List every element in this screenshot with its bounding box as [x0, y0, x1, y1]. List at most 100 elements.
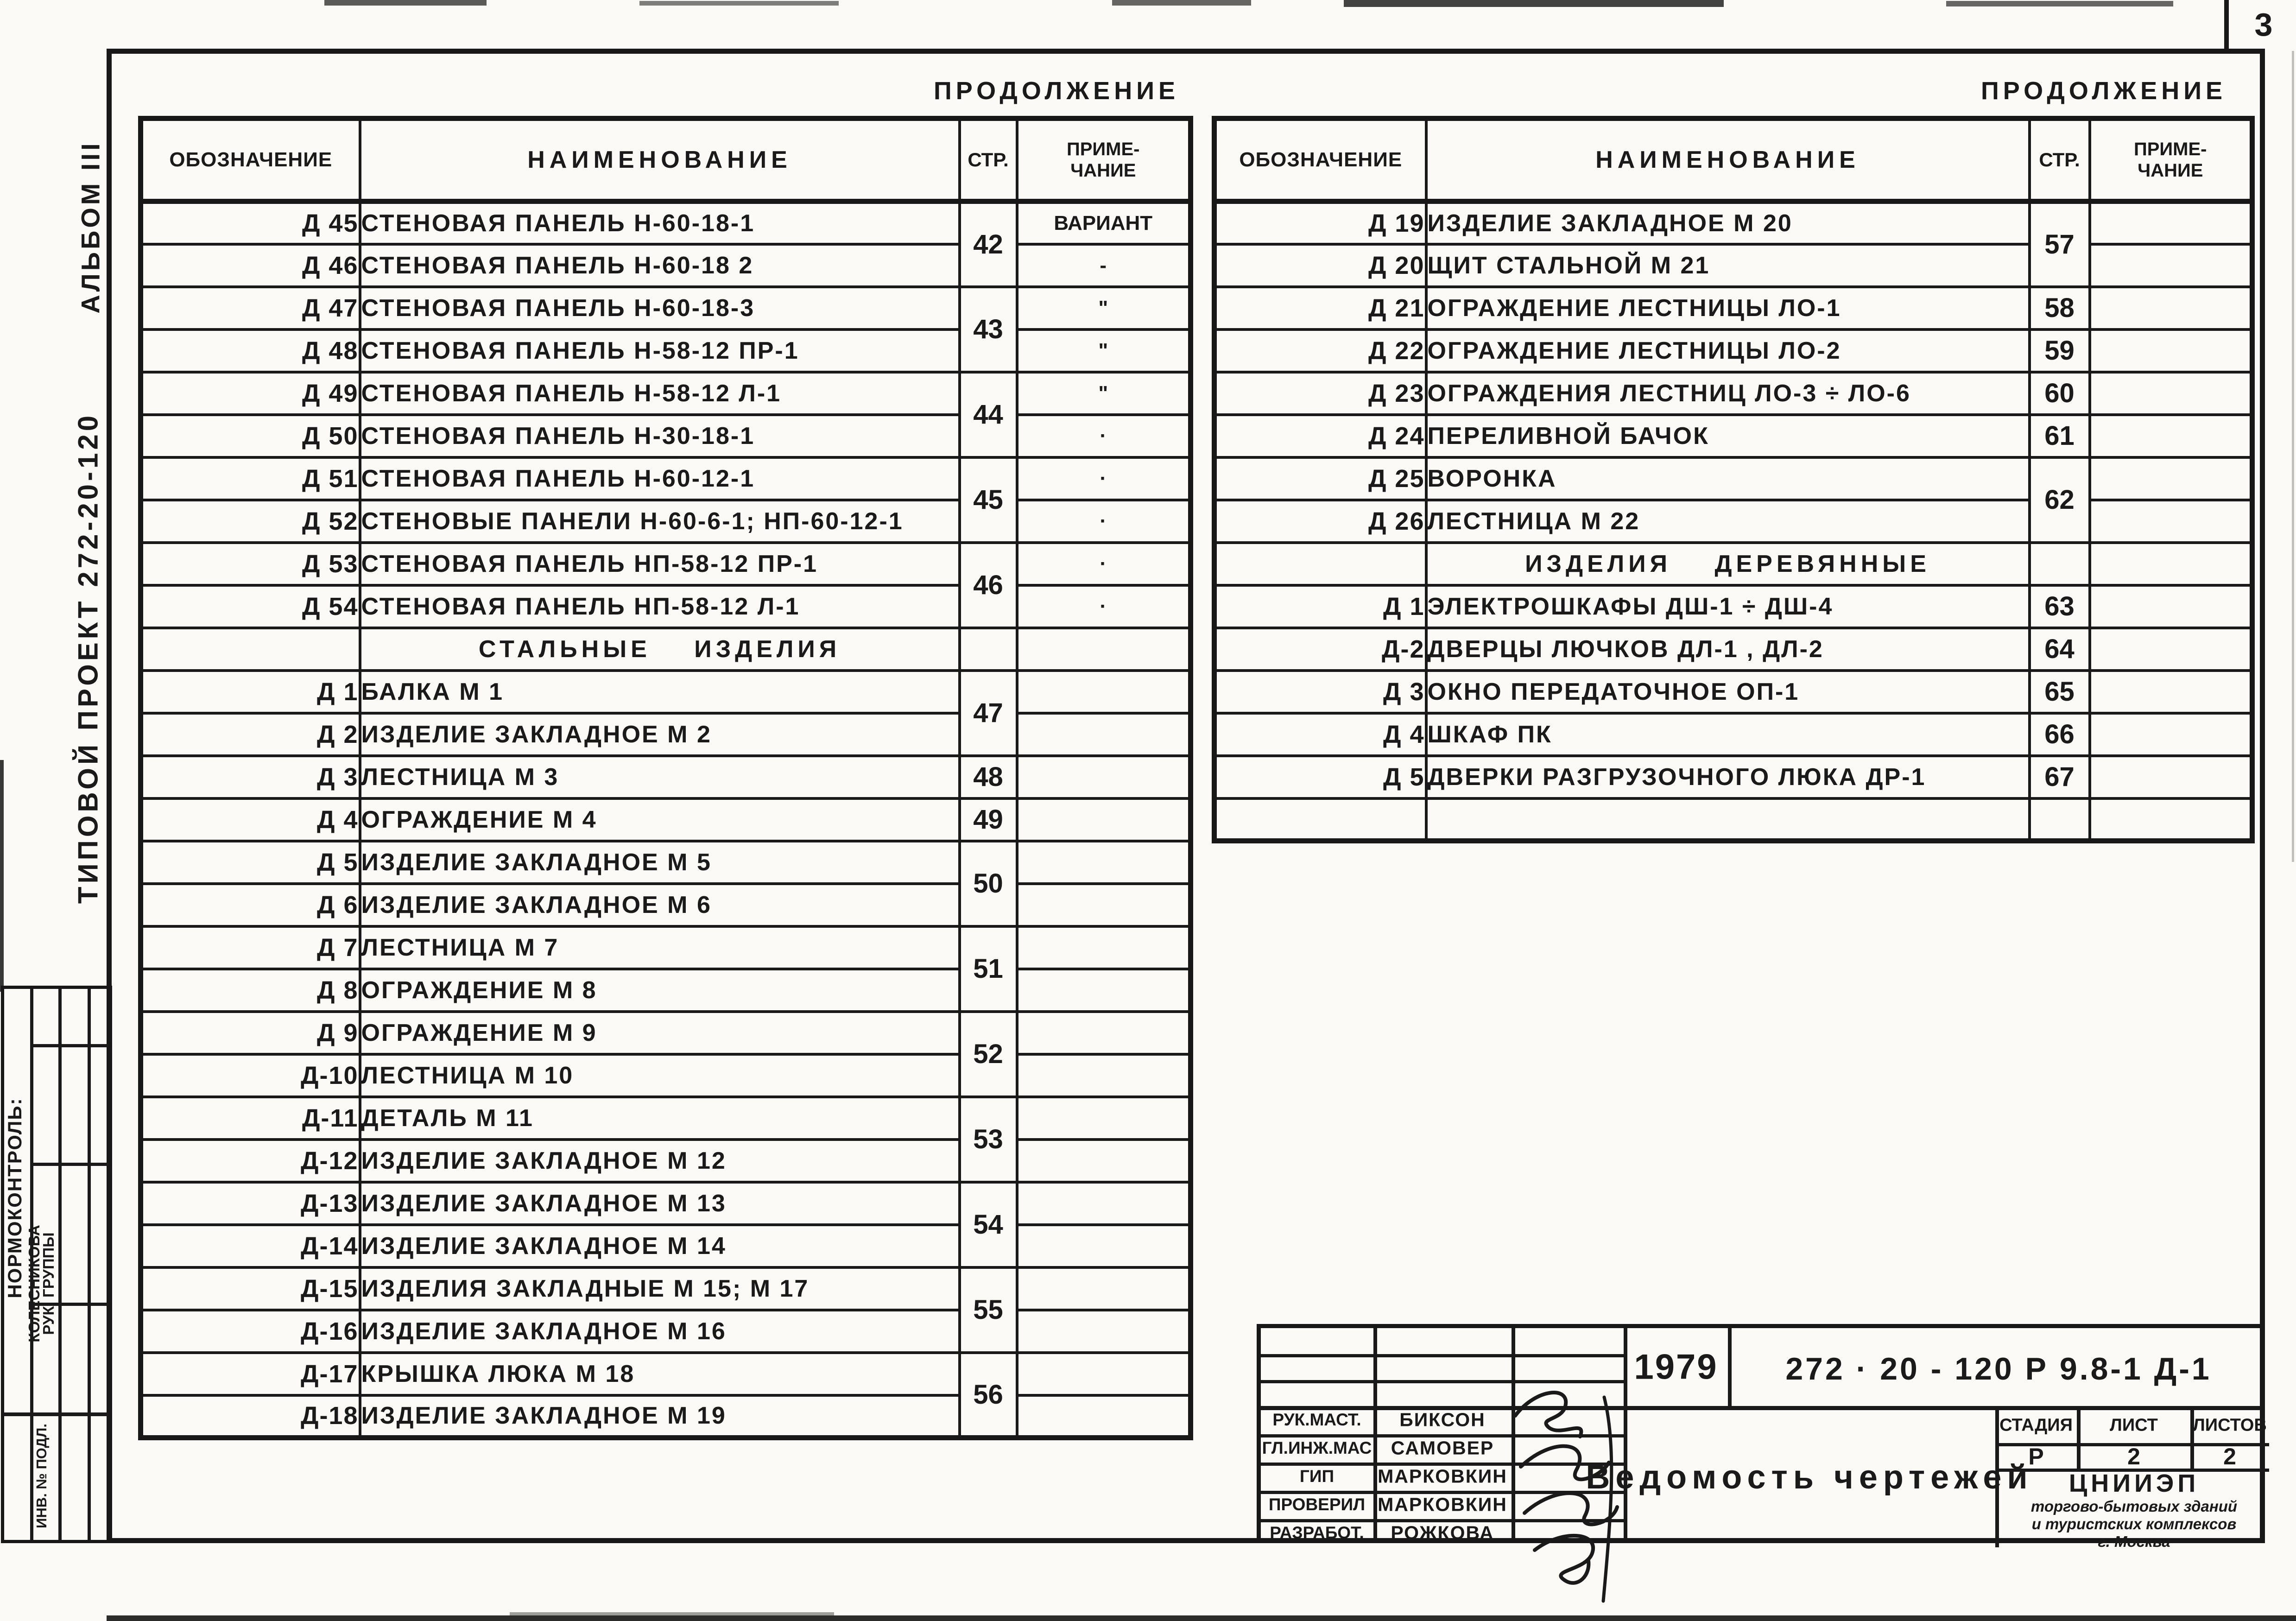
- name-cell: ОГРАЖДЕНИЯ ЛЕСТНИЦ ЛО-3 ÷ ЛО-6: [1424, 370, 2031, 416]
- drawing-frame: [107, 49, 2265, 1543]
- table-row: Д-17 КРЫШКА ЛЮКА М 18 56: [139, 1351, 1192, 1439]
- note-cell: [2088, 541, 2254, 587]
- scan-artifact: [324, 0, 487, 6]
- name-cell: ПЕРЕЛИВНОЙ БАЧОК: [1424, 413, 2031, 459]
- name-cell: СТЕНОВАЯ ПАНЕЛЬ Н-60-18 2: [358, 242, 961, 288]
- note-cell: [1015, 882, 1192, 928]
- table-row: Д 4 ШКАФ ПК 66: [1213, 711, 2254, 757]
- scan-artifact: [639, 1, 839, 6]
- designation-cell: Д 1: [1213, 583, 1428, 629]
- page-cell: 64: [2028, 626, 2091, 672]
- page-cell: [2028, 797, 2091, 842]
- note-cell: [1015, 669, 1192, 715]
- note-cell: [1015, 1351, 1192, 1397]
- designation-cell: Д 21: [1213, 285, 1428, 331]
- page-cell: 57: [2028, 200, 2091, 288]
- scan-artifact: [2292, 51, 2294, 862]
- name-cell: ИЗДЕЛИЕ ЗАКЛАДНОЕ М 16: [358, 1308, 961, 1354]
- page-cell: 44: [958, 370, 1018, 459]
- designation-cell: Д 24: [1213, 413, 1428, 459]
- note-cell: [2088, 498, 2254, 544]
- page-cell: [958, 626, 1018, 672]
- table-row: Д-11 ДЕТАЛЬ М 11 53: [139, 1095, 1192, 1184]
- designation-cell: Д 3: [139, 754, 361, 800]
- designation-cell: [1213, 541, 1428, 587]
- name-cell: ОГРАЖДЕНИЕ ЛЕСТНИЦЫ ЛО-2: [1424, 328, 2031, 374]
- role-label: ПРОВЕРИЛ: [1268, 1495, 1366, 1514]
- section-title-cell: СТАЛЬНЫЕ ИЗДЕЛИЯ: [358, 626, 961, 672]
- name-cell: ЛЕСТНИЦА М 22: [1424, 498, 2031, 544]
- note-column-header: ПРИМЕ- ЧАНИЕ: [1015, 117, 1192, 204]
- designation-cell: Д 51: [139, 456, 361, 501]
- role-label: РАЗРАБОТ.: [1270, 1523, 1364, 1542]
- name-cell: ИЗДЕЛИЕ ЗАКЛАДНОЕ М 13: [358, 1180, 961, 1226]
- designation-column-header: ОБОЗНАЧЕНИЕ: [139, 117, 361, 204]
- designation-cell: Д 54: [139, 583, 361, 629]
- page-column-header: СТР.: [2028, 117, 2091, 204]
- note-cell: [2088, 797, 2254, 842]
- note-cell: [2088, 285, 2254, 331]
- scan-artifact: [0, 760, 4, 992]
- designation-cell: Д 2: [139, 711, 361, 757]
- table-row: Д 6 ИЗДЕЛИЕ ЗАКЛАДНОЕ М 6: [139, 882, 1192, 928]
- note-cell: ": [1015, 285, 1192, 331]
- group-lead-name-label: КОЛЕСНИКОВА: [25, 1225, 43, 1342]
- note-cell: [1015, 1393, 1192, 1439]
- org-name: ЦНИИЭП: [2068, 1469, 2200, 1497]
- sheet-label: ЛИСТ: [2110, 1415, 2158, 1435]
- page-number-box: 3: [2224, 0, 2296, 49]
- scan-artifact: [107, 1615, 2296, 1621]
- designation-cell: Д-18: [139, 1393, 361, 1439]
- table-row: Д 19 ИЗДЕЛИЕ ЗАКЛАДНОЕ М 20 57: [1213, 200, 2254, 288]
- titleblock-doc-number: 272 · 20 - 120 Р 9.8-1 Д-1: [1785, 1351, 2212, 1387]
- section-row: ИЗДЕЛИЯ ДЕРЕВЯННЫЕ: [1213, 541, 2254, 587]
- table-row: Д 26 ЛЕСТНИЦА М 22: [1213, 498, 2254, 544]
- name-cell: ОГРАЖДЕНИЕ М 9: [358, 1010, 961, 1056]
- sheet-value: 2: [2127, 1444, 2140, 1469]
- signatures: [1513, 1391, 1619, 1603]
- table-row: Д 1 ЭЛЕКТРОШКАФЫ ДШ-1 ÷ ДШ-4 63: [1213, 583, 2254, 629]
- name-cell: ЭЛЕКТРОШКАФЫ ДШ-1 ÷ ДШ-4: [1424, 583, 2031, 629]
- note-cell: [2088, 413, 2254, 459]
- designation-cell: Д 50: [139, 413, 361, 459]
- role-label: ГЛ.ИНЖ.МАС: [1262, 1438, 1372, 1457]
- page-cell: 61: [2028, 413, 2091, 459]
- inventory-number-label: ИНВ. № ПОДЛ.: [33, 1424, 50, 1528]
- designation-cell: Д 6: [139, 882, 361, 928]
- table-row: Д 3 ЛЕСТНИЦА М 3 48: [139, 754, 1192, 800]
- name-cell: ОКНО ПЕРЕДАТОЧНОЕ ОП-1: [1424, 669, 2031, 715]
- designation-cell: Д 25: [1213, 456, 1428, 501]
- page-cell: 53: [958, 1095, 1018, 1184]
- note-cell: [2088, 669, 2254, 715]
- note-cell: [1015, 754, 1192, 800]
- name-cell: СТЕНОВАЯ ПАНЕЛЬ Н-58-12 ПР-1: [358, 328, 961, 374]
- page-cell: 56: [958, 1351, 1018, 1439]
- table-row: [1213, 797, 2254, 842]
- designation-cell: Д-15: [139, 1266, 361, 1311]
- designation-cell: Д 1: [139, 669, 361, 715]
- name-cell: ШКАФ ПК: [1424, 711, 2031, 757]
- name-cell: ЛЕСТНИЦА М 3: [358, 754, 961, 800]
- note-column-header: ПРИМЕ- ЧАНИЕ: [2088, 117, 2254, 204]
- table-row: Д-2 ДВЕРЦЫ ЛЮЧКОВ ДЛ-1 , ДЛ-2 64: [1213, 626, 2254, 672]
- note-cell: ": [1015, 328, 1192, 374]
- name-cell: ИЗДЕЛИЕ ЗАКЛАДНОЕ М 12: [358, 1138, 961, 1184]
- note-cell: [1015, 1052, 1192, 1098]
- name-cell: ОГРАЖДЕНИЕ М 4: [358, 797, 961, 842]
- note-cell: [1015, 797, 1192, 842]
- designation-cell: Д 23: [1213, 370, 1428, 416]
- note-cell: [2088, 200, 2254, 246]
- name-column-header: НАИМЕНОВАНИЕ: [1424, 117, 2031, 204]
- table-row: Д-12 ИЗДЕЛИЕ ЗАКЛАДНОЕ М 12: [139, 1138, 1192, 1184]
- scan-artifact: [1946, 1, 2173, 6]
- role-label: ГИП: [1299, 1467, 1335, 1486]
- note-cell: ": [1015, 370, 1192, 416]
- designation-cell: Д 47: [139, 285, 361, 331]
- designation-cell: Д 26: [1213, 498, 1428, 544]
- note-cell: [1015, 1010, 1192, 1056]
- name-cell: ИЗДЕЛИЕ ЗАКЛАДНОЕ М 14: [358, 1223, 961, 1269]
- designation-cell: Д-14: [139, 1223, 361, 1269]
- note-cell: [1015, 839, 1192, 885]
- page-cell: 47: [958, 669, 1018, 757]
- title-block: 1979 272 · 20 - 120 Р 9.8-1 Д-1 РУК.МАСТ…: [1257, 1324, 2269, 1550]
